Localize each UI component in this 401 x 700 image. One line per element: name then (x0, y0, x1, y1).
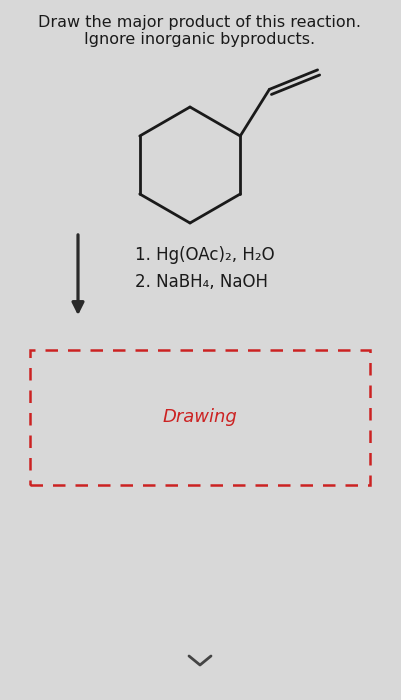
Text: Draw the major product of this reaction.: Draw the major product of this reaction. (38, 15, 361, 30)
Bar (30, 350, 370, 485)
Text: Drawing: Drawing (163, 409, 237, 426)
Text: 2. NaBH₄, NaOH: 2. NaBH₄, NaOH (135, 273, 268, 291)
Text: 1. Hg(OAc)₂, H₂O: 1. Hg(OAc)₂, H₂O (135, 246, 275, 264)
Text: Ignore inorganic byproducts.: Ignore inorganic byproducts. (85, 32, 316, 47)
